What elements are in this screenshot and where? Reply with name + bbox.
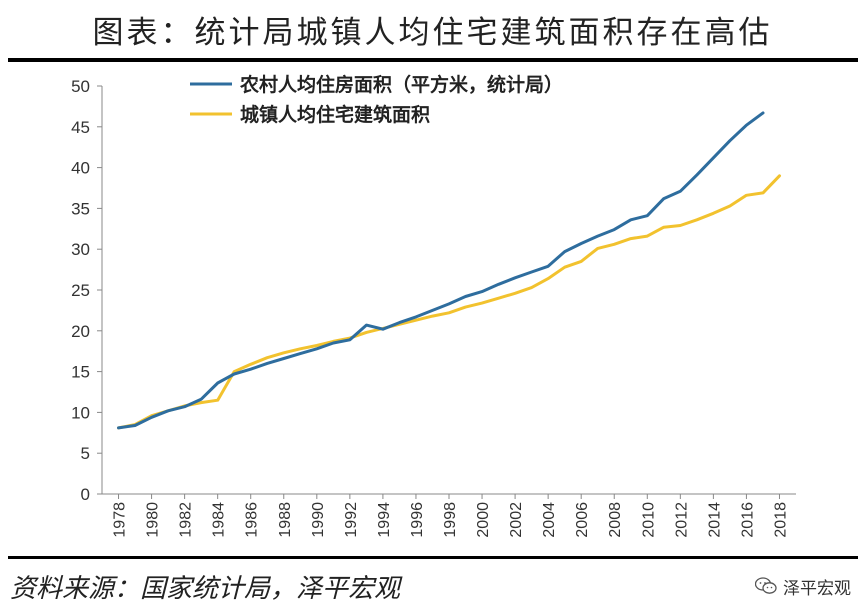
- brand-name: 泽平宏观: [783, 578, 851, 599]
- x-tick-label: 1980: [145, 502, 162, 538]
- wechat-icon: [755, 577, 777, 594]
- x-tick-label: 1994: [376, 502, 393, 538]
- x-tick-label: 1982: [178, 502, 195, 538]
- x-tick-label: 2006: [574, 502, 591, 538]
- y-tick-label: 15: [71, 363, 90, 382]
- legend: 农村人均住房面积（平方米，统计局） 城镇人均住宅建筑面积: [190, 73, 563, 126]
- y-tick-label: 45: [71, 118, 90, 137]
- x-tick-label: 2010: [640, 502, 657, 538]
- x-axis: 1978 1980 1982 1984 1986 1988 1990 1992 1994 1996…: [102, 493, 796, 538]
- legend-label: 城镇人均住宅建筑面积: [240, 103, 430, 126]
- x-tick-label: 2004: [541, 502, 558, 538]
- x-tick-label: 1992: [343, 502, 360, 538]
- x-tick-label: 1998: [442, 502, 459, 538]
- x-tick-label: 2016: [739, 502, 756, 538]
- line-chart: 0 5 10 15 20 25 30 35 40 45 50 1978 1980 1982 1984 198…: [71, 73, 796, 538]
- bottom-divider: [8, 556, 858, 559]
- y-tick-label: 20: [71, 322, 90, 341]
- y-tick-label: 10: [71, 403, 90, 422]
- x-tick-label: 1986: [244, 502, 261, 538]
- x-tick-label: 1996: [409, 502, 426, 538]
- x-tick-label: 2008: [607, 502, 624, 538]
- x-tick-label: 1978: [112, 502, 129, 538]
- x-tick-label: 2014: [706, 502, 723, 538]
- x-tick-label: 1990: [310, 502, 327, 538]
- x-tick-label: 1984: [211, 502, 228, 538]
- chart-title: 图表：统计局城镇人均住宅建筑面积存在高估: [92, 14, 773, 51]
- y-tick-label: 40: [71, 159, 90, 178]
- y-tick-label: 50: [71, 77, 90, 96]
- x-tick-label: 2018: [772, 502, 789, 538]
- top-divider: [8, 58, 858, 62]
- y-axis: 0 5 10 15 20 25 30 35 40 45 50: [71, 77, 103, 504]
- x-tick-label: 1988: [277, 502, 294, 538]
- plot-lines: [117, 111, 781, 430]
- x-tick-label: 2002: [508, 502, 525, 538]
- series-line: [117, 111, 765, 430]
- series-line: [117, 174, 781, 430]
- y-tick-label: 5: [81, 444, 90, 463]
- y-tick-label: 30: [71, 240, 90, 259]
- x-tick-label: 2012: [673, 502, 690, 538]
- brand-badge: 泽平宏观: [755, 566, 851, 606]
- y-tick-label: 0: [81, 485, 90, 504]
- source-note: 资料来源：国家统计局，泽平宏观: [10, 573, 401, 604]
- y-tick-label: 35: [71, 199, 90, 218]
- y-tick-label: 25: [71, 281, 90, 300]
- x-tick-label: 2000: [475, 502, 492, 538]
- legend-label: 农村人均住房面积（平方米，统计局）: [239, 73, 563, 96]
